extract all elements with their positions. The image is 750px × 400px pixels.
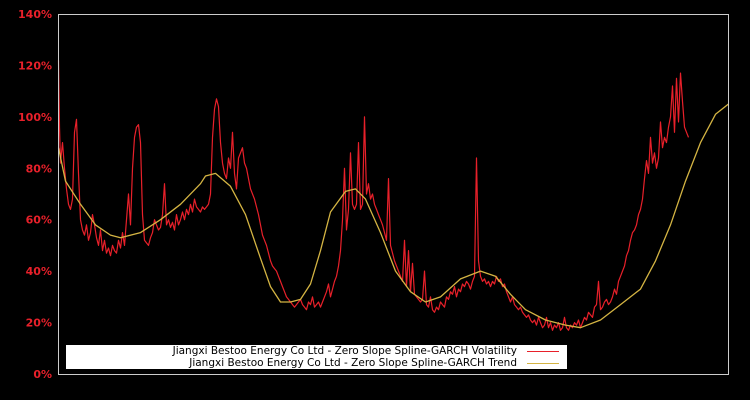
legend-item-trend-label: Jiangxi Bestoo Energy Co Ltd - Zero Slop… <box>189 357 517 369</box>
y-tick-label: 0% <box>33 368 52 381</box>
y-tick-label: 80% <box>26 162 52 175</box>
volatility-line <box>57 60 690 331</box>
legend: Jiangxi Bestoo Energy Co Ltd - Zero Slop… <box>66 345 567 369</box>
plot-area <box>57 60 729 331</box>
legend-swatch-volatility <box>527 351 559 352</box>
y-tick-label: 20% <box>26 317 52 330</box>
trend-line <box>57 103 729 329</box>
legend-swatch-trend <box>527 363 559 364</box>
y-tick-label: 100% <box>18 111 52 124</box>
y-tick-label: 140% <box>18 8 52 21</box>
legend-item-volatility-label: Jiangxi Bestoo Energy Co Ltd - Zero Slop… <box>172 345 517 357</box>
y-tick-label: 120% <box>18 59 52 72</box>
y-axis-ticks: 0% 20% 40% 60% 80% 100% 120% 140% <box>18 8 52 381</box>
y-tick-label: 40% <box>26 265 52 278</box>
plot-frame <box>58 14 729 375</box>
y-tick-label: 60% <box>26 214 52 227</box>
